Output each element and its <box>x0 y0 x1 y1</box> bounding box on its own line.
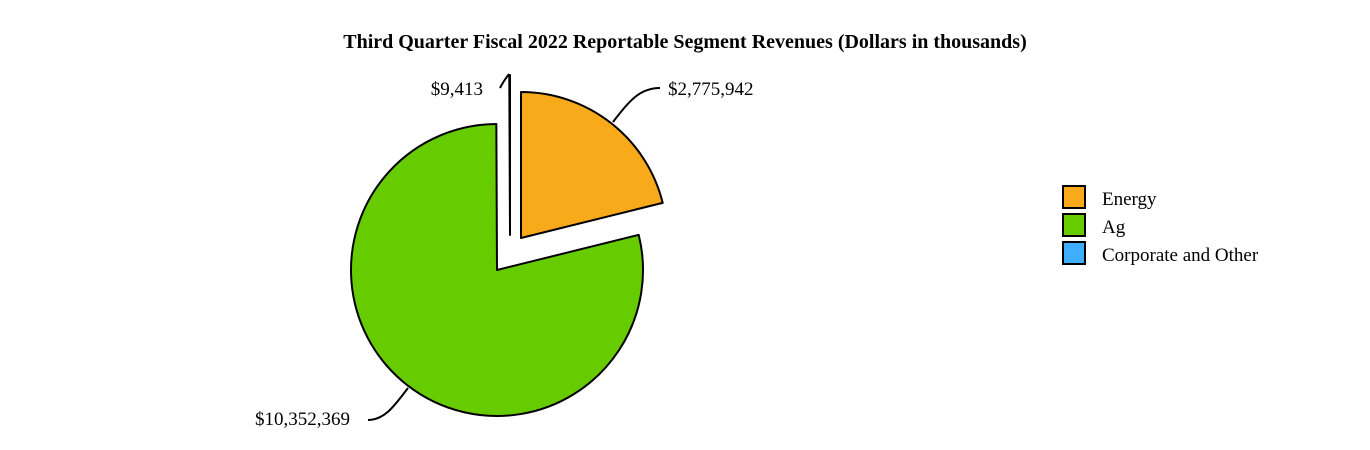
legend-label: Corporate and Other <box>1102 245 1259 266</box>
pie-slice-energy <box>520 91 664 239</box>
legend-label: Ag <box>1102 217 1126 238</box>
data-label: $2,775,942 <box>668 79 754 100</box>
leader-line <box>612 87 661 123</box>
data-label: $10,352,369 <box>255 409 350 430</box>
legend: Energy Ag Corporate and Other <box>1062 185 1259 266</box>
legend-swatch <box>1062 185 1086 209</box>
pie-slice-ag <box>350 123 644 417</box>
legend-swatch <box>1062 213 1086 237</box>
pie-slice-corporate-and-other <box>508 73 511 236</box>
chart-title: Third Quarter Fiscal 2022 Reportable Seg… <box>343 31 1027 53</box>
leader-line <box>499 73 510 89</box>
leader-line <box>367 387 409 421</box>
data-label: $9,413 <box>431 79 483 100</box>
legend-swatch <box>1062 241 1086 265</box>
legend-label: Energy <box>1102 189 1157 210</box>
